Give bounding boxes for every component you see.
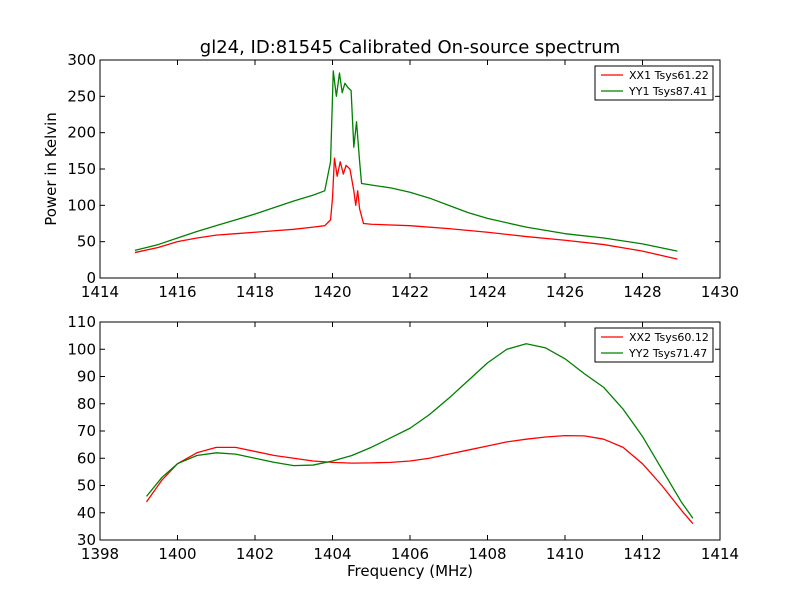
y-axis-label: Power in Kelvin bbox=[42, 112, 60, 226]
y-tick-label: 70 bbox=[77, 422, 96, 440]
x-tick-label: 1412 bbox=[623, 545, 661, 563]
x-axis-label: Frequency (MHz) bbox=[347, 562, 473, 580]
top-legend: XX1 Tsys61.22 YY1 Tsys87.41 bbox=[594, 65, 714, 101]
x-tick-label: 1428 bbox=[623, 283, 661, 301]
legend-label: YY1 Tsys87.41 bbox=[628, 85, 707, 98]
top-chart: gl24, ID:81545 Calibrated On-source spec… bbox=[42, 37, 739, 301]
y-tick-label: 100 bbox=[67, 196, 96, 214]
series-line-xx1 bbox=[134, 157, 678, 260]
x-tick-label: 1402 bbox=[236, 545, 274, 563]
bottom-chart: Frequency (MHz) 1398 1400 1402 1404 1406 1408… bbox=[67, 313, 739, 580]
y-tick-label: 250 bbox=[67, 87, 96, 105]
x-tick-label: 1416 bbox=[158, 283, 196, 301]
y-tick-label: 40 bbox=[77, 504, 96, 522]
y-tick-label: 80 bbox=[77, 395, 96, 413]
x-tick-label: 1430 bbox=[701, 283, 739, 301]
series-line-yy2 bbox=[145, 343, 694, 519]
series-line-xx2 bbox=[145, 434, 694, 525]
bottom-plot-area: 1398 1400 1402 1404 1406 1408 1410 1412 1414 30 40… bbox=[67, 313, 739, 563]
top-plot-area: 1414 1416 1418 1420 1422 1424 1426 1428 1430 0 50 1… bbox=[67, 51, 739, 301]
y-tick-label: 110 bbox=[67, 313, 96, 331]
y-tick-label: 50 bbox=[77, 233, 96, 251]
y-tick-label: 30 bbox=[77, 531, 96, 549]
bottom-plot-frame bbox=[99, 321, 721, 541]
y-tick-label: 100 bbox=[67, 340, 96, 358]
legend-label: XX1 Tsys61.22 bbox=[629, 69, 709, 82]
y-tick-label: 50 bbox=[77, 477, 96, 495]
x-tick-label: 1398 bbox=[81, 545, 119, 563]
x-tick-label: 1424 bbox=[468, 283, 506, 301]
x-tick-label: 1406 bbox=[391, 545, 429, 563]
y-tick-label: 0 bbox=[86, 269, 96, 287]
x-tick-label: 1426 bbox=[546, 283, 584, 301]
x-tick-label: 1418 bbox=[236, 283, 274, 301]
y-tick-label: 60 bbox=[77, 449, 96, 467]
y-tick-label: 300 bbox=[67, 51, 96, 69]
x-tick-label: 1414 bbox=[81, 283, 119, 301]
legend-box bbox=[594, 327, 714, 363]
legend-label: XX2 Tsys60.12 bbox=[629, 331, 709, 344]
legend-label: YY2 Tsys71.47 bbox=[628, 347, 707, 360]
y-tick-label: 150 bbox=[67, 160, 96, 178]
top-plot-frame bbox=[99, 59, 721, 279]
series-line-yy1 bbox=[134, 70, 678, 252]
x-tick-label: 1400 bbox=[158, 545, 196, 563]
chart-title: gl24, ID:81545 Calibrated On-source spec… bbox=[200, 37, 620, 58]
bottom-legend: XX2 Tsys60.12 YY2 Tsys71.47 bbox=[594, 327, 714, 363]
y-tick-label: 200 bbox=[67, 124, 96, 142]
legend-box bbox=[594, 65, 714, 101]
x-tick-label: 1414 bbox=[701, 545, 739, 563]
x-tick-label: 1422 bbox=[391, 283, 429, 301]
x-tick-label: 1408 bbox=[468, 545, 506, 563]
y-tick-label: 90 bbox=[77, 368, 96, 386]
x-tick-label: 1410 bbox=[546, 545, 584, 563]
x-tick-label: 1420 bbox=[313, 283, 351, 301]
x-tick-label: 1404 bbox=[313, 545, 351, 563]
